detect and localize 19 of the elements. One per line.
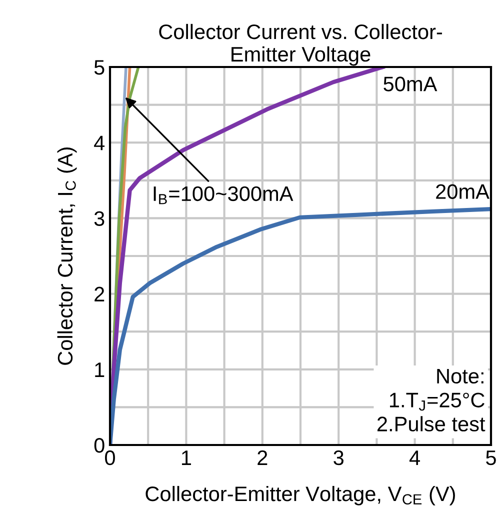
x-tick-label: 5 [486,450,496,466]
series-label: 50mA [384,76,438,92]
annotation: I$_{B}$=100~300mA [154,186,294,204]
x-tick-label: 2 [258,450,268,465]
y-tick-label: 4 [94,136,105,150]
chart-title: Collector Current vs. Collector- Emitter Voltage [159,24,442,66]
x-tick-label: 4 [409,450,420,465]
y-tick-label: 1 [95,362,104,377]
y-tick-label: 3 [94,211,104,226]
x-tick-label: 1 [182,450,191,465]
y-tick-label: 2 [94,286,104,302]
x-axis-title: Collector-Emitter Voltage, V$_{CE}$ (V) [146,486,455,506]
y-tick-label: 5 [94,60,104,75]
annotation: Note: 1.T$_{J}$=25°C 2.Pulse test [377,368,486,432]
y-tick-label: 0 [94,438,104,453]
y-axis-title: Collector Current, I$_{C}$ (A) [57,148,77,365]
x-tick-label: 3 [334,450,344,466]
x-tick-label: 0 [105,450,115,466]
series-label: 20mA [436,184,490,199]
